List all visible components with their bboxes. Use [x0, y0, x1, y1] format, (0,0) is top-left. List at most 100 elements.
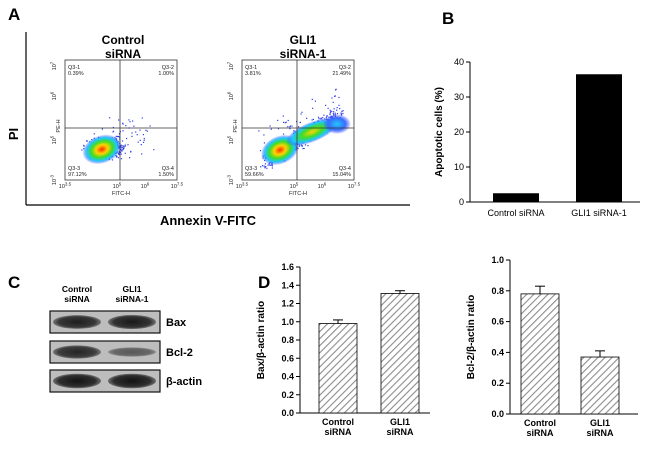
flow-event — [86, 140, 88, 142]
y-tick-label: 1.0 — [281, 317, 294, 327]
flow-event — [124, 144, 126, 146]
lane-label: Control — [62, 284, 92, 294]
flow-event — [303, 147, 305, 150]
flow-event — [336, 109, 338, 111]
flow-event — [120, 158, 123, 160]
flow-event — [141, 153, 143, 155]
band-label: Bax — [166, 317, 187, 329]
quadrant-value: 1.50% — [158, 172, 174, 178]
quadrant-name: Q3-3 — [245, 166, 257, 172]
flow-event — [118, 152, 120, 155]
bar-1 — [493, 193, 539, 202]
y-tick-label: 30 — [454, 92, 464, 102]
flow-event — [330, 111, 332, 113]
y-tick-exponent: 6 — [50, 91, 55, 94]
chart-d2: 0.0 0.2 0.4 0.6 0.8 1.0 Bcl-2/β-actin ratio Con… — [466, 255, 638, 438]
flow-event — [258, 130, 260, 132]
flow-event — [263, 165, 265, 167]
flow-event — [289, 125, 291, 127]
category-label: GLI1 — [590, 418, 610, 428]
y-tick-label: 107 — [50, 61, 59, 70]
flow-event — [264, 167, 266, 169]
flow-event — [301, 111, 303, 113]
y-tick-label: 1.2 — [281, 299, 294, 309]
x-tick-exponent: 6 — [147, 182, 150, 187]
flow-event — [269, 164, 271, 166]
flow-event — [120, 153, 122, 155]
flow-event — [123, 145, 125, 148]
quadrant-name: Q3-2 — [162, 65, 174, 71]
flow-event — [139, 139, 141, 141]
flow-event — [287, 126, 289, 128]
panel-label-d: D — [258, 273, 270, 292]
y-tick-label: 1.6 — [281, 262, 294, 272]
flow-event — [331, 97, 333, 99]
flow-event — [121, 140, 124, 142]
flow-plot-title: Control — [102, 33, 145, 47]
x-tick-exponent: 7.5 — [354, 182, 361, 187]
flow-event — [128, 119, 130, 121]
y-tick-label: 106 — [50, 91, 59, 100]
flow-event — [287, 119, 289, 122]
y-tick-label: 0.2 — [281, 390, 294, 400]
blot-band — [53, 373, 101, 389]
flow-event — [307, 145, 309, 147]
flow-event — [301, 145, 303, 147]
lane-label: siRNA-1 — [115, 294, 148, 304]
y-tick-label: 106 — [227, 91, 236, 100]
quadrant-value: 3.81% — [245, 71, 261, 77]
flow-event — [259, 150, 262, 152]
flow-event — [118, 133, 120, 135]
band-label: Bcl-2 — [166, 347, 193, 359]
flow-event — [333, 108, 335, 110]
flow-plot-title: GLI1 — [290, 33, 317, 47]
y-tick-label: 0.4 — [281, 372, 294, 382]
flow-event — [141, 117, 143, 119]
category-label: GLI1 siRNA-1 — [571, 208, 627, 218]
flow-event — [336, 113, 339, 115]
flow-event — [342, 112, 344, 115]
flow-event — [277, 128, 280, 130]
flow-event — [298, 126, 300, 128]
flow-event — [264, 163, 266, 165]
flow-event — [122, 146, 124, 148]
x-tick-label: 107.5 — [348, 182, 361, 191]
flow-event — [118, 119, 120, 121]
flow-event — [116, 155, 118, 157]
y-tick-exponent: 5 — [227, 135, 232, 138]
panel-label-a: A — [8, 5, 20, 24]
flow-plot-frame — [64, 59, 178, 181]
y-tick-exponent: 6 — [227, 91, 232, 94]
flow-event — [323, 114, 325, 116]
flow-event — [145, 129, 147, 131]
y-tick-exponent: -3 — [50, 174, 55, 178]
flow-plot-title: siRNA — [105, 47, 141, 61]
flow-event — [122, 147, 124, 149]
quadrant-name: Q3-1 — [68, 65, 80, 71]
y-tick-label: 10-3 — [50, 174, 59, 185]
flow-event — [116, 135, 118, 138]
category-label: siRNA — [586, 428, 614, 438]
x-tick-exponent: 7.5 — [177, 182, 184, 187]
blot-band — [108, 373, 156, 389]
y-tick-exponent: -3 — [227, 174, 232, 178]
flow-event — [299, 122, 301, 124]
y-tick-label: 20 — [454, 127, 464, 137]
flow-event — [112, 126, 114, 129]
flow-event — [118, 154, 120, 156]
quadrant-name: Q3-4 — [339, 166, 351, 172]
flow-event — [115, 135, 117, 137]
flow-event — [271, 167, 273, 169]
y-tick-label: 0.2 — [491, 378, 504, 388]
flow-event — [340, 112, 342, 114]
flow-event — [153, 149, 155, 151]
quadrant-value: 15.04% — [332, 172, 351, 178]
flow-event — [120, 148, 122, 150]
y-tick-label: 40 — [454, 57, 464, 67]
y-tick-label: 10-3 — [227, 174, 236, 185]
flow-event — [121, 149, 123, 151]
flow-event — [317, 116, 320, 118]
band-label: β-actin — [166, 376, 202, 388]
